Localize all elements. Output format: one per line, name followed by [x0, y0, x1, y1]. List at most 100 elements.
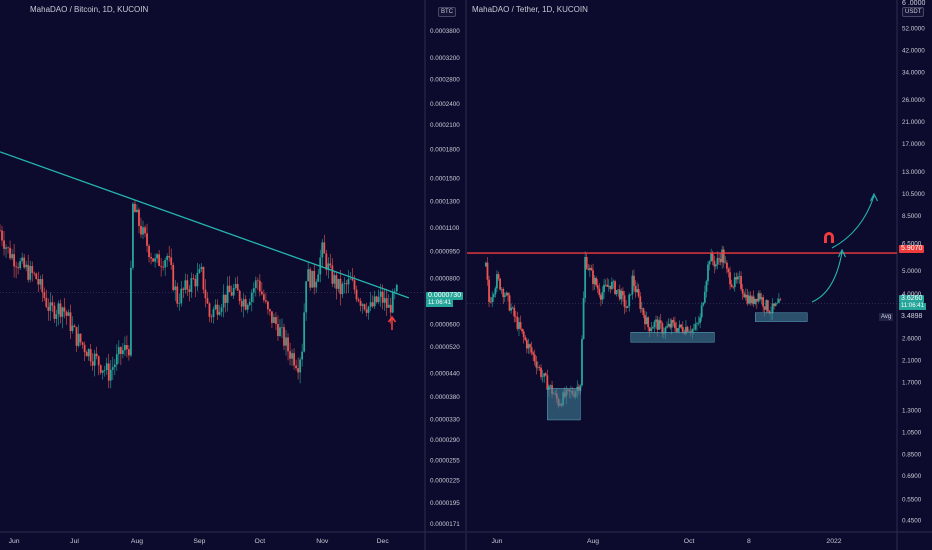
candle-body — [273, 317, 275, 323]
right-y-tick-label: 2.6000 — [902, 336, 922, 343]
candle-body — [81, 342, 84, 345]
left-y-tick-label: 0.0000600 — [430, 321, 460, 328]
candle-body — [170, 257, 173, 265]
candle-body — [500, 288, 503, 290]
candle-body — [779, 299, 782, 300]
candle-body — [691, 329, 694, 333]
right-last-price-tag: 3.6260 — [899, 295, 925, 303]
candle-body — [119, 347, 122, 354]
candle-body — [637, 289, 640, 297]
candle-body — [609, 285, 612, 290]
candle-body — [29, 266, 32, 280]
candle-body — [234, 284, 237, 289]
candle-body — [595, 277, 598, 286]
right-chart-title: MahaDAO / Tether, 1D, KUCOIN — [472, 5, 588, 14]
candle-body — [755, 298, 758, 302]
candle-body — [315, 281, 318, 288]
candle-body — [640, 308, 643, 309]
candle-body — [669, 323, 672, 328]
candle-body — [725, 262, 728, 269]
candle-body — [760, 297, 763, 300]
candle-body — [33, 272, 36, 274]
candle-body — [713, 260, 716, 267]
candle-body — [604, 284, 607, 286]
candle-body — [599, 295, 602, 300]
right-y-tick-label: 1.3000 — [902, 407, 922, 414]
left-countdown-tag: 11:06:41 — [426, 300, 453, 307]
candle-body — [393, 291, 396, 292]
candle-body — [140, 225, 142, 235]
candle-body — [258, 280, 261, 292]
candle-body — [694, 323, 697, 330]
candle-body — [130, 267, 132, 356]
candle-body — [617, 289, 620, 291]
left-y-tick-label: 0.0000950 — [430, 248, 460, 255]
left-y-tick-label: 0.0003200 — [430, 55, 460, 62]
candle-body — [236, 284, 239, 291]
right-y-tick-label: 10.5000 — [902, 191, 925, 198]
candle-body — [333, 275, 336, 284]
candle-body — [345, 283, 348, 285]
candle-body — [226, 285, 229, 303]
candle-body — [176, 286, 179, 304]
candle-body — [385, 298, 388, 308]
candle-body — [389, 304, 392, 313]
candle-body — [97, 356, 100, 366]
candle-body — [383, 298, 386, 303]
left-y-tick-label: 0.0001500 — [430, 176, 460, 183]
candle-body — [508, 295, 511, 311]
candle-body — [752, 296, 755, 304]
candle-body — [212, 309, 215, 317]
candle-body — [246, 304, 249, 310]
candle-body — [188, 289, 191, 292]
candle-body — [313, 270, 316, 288]
candle-body — [232, 288, 235, 296]
candle-body — [729, 272, 731, 285]
candle-body — [603, 284, 605, 293]
candle-body — [645, 317, 648, 325]
candle-body — [628, 294, 631, 307]
candle-body — [156, 254, 159, 259]
candle-body — [623, 295, 626, 307]
candle-body — [79, 333, 82, 343]
candle-body — [776, 302, 779, 304]
candle-body — [19, 261, 22, 269]
right-y-tick-label: 4.0000 — [902, 291, 922, 298]
candle-body — [264, 300, 267, 302]
candle-body — [142, 227, 144, 235]
candle-body — [648, 327, 651, 332]
candle-body — [505, 292, 508, 296]
candle-body — [507, 292, 509, 296]
candle-body — [103, 370, 106, 371]
left-y-tick-label: 0.0000255 — [430, 457, 460, 464]
candle-body — [252, 288, 255, 293]
candle-body — [117, 347, 120, 355]
candle-body — [670, 320, 673, 328]
candle-body — [208, 303, 211, 317]
candle-body — [377, 296, 380, 303]
right-currency-badge[interactable]: USDT — [902, 7, 925, 17]
candle-body — [277, 323, 279, 337]
candle-body — [644, 315, 646, 325]
left-y-tick-label: 0.0001100 — [430, 225, 460, 232]
candle-body — [650, 328, 653, 332]
left-y-tick-label: 0.0000225 — [430, 477, 460, 484]
candle-body — [202, 266, 205, 290]
candle-body — [653, 321, 656, 328]
candle-body — [533, 354, 536, 362]
candle-body — [35, 273, 38, 280]
candle-body — [716, 258, 719, 265]
candle-body — [540, 367, 542, 377]
right-candles — [485, 245, 782, 409]
candle-body — [530, 347, 533, 353]
candle-body — [677, 328, 679, 332]
candle-body — [37, 279, 40, 285]
candle-body — [774, 303, 777, 306]
candle-body — [615, 290, 618, 295]
candle-body — [317, 274, 320, 282]
right-x-tick-label: Jun — [491, 538, 502, 545]
left-currency-badge[interactable]: BTC — [438, 7, 456, 17]
candle-body — [355, 289, 358, 300]
candle-body — [23, 257, 26, 268]
